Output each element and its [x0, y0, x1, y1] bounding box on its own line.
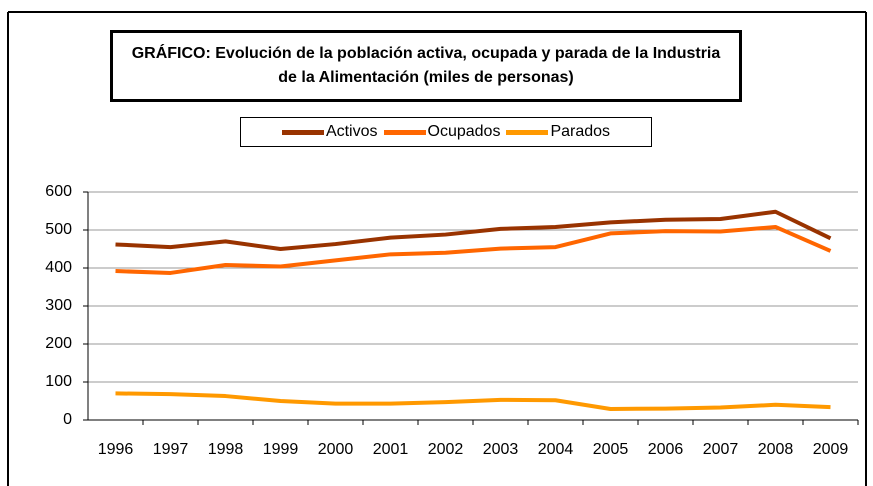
legend-label: Parados [550, 123, 611, 140]
legend-swatch [506, 129, 549, 135]
y-tick-label: 500 [45, 221, 72, 238]
x-tick-label: 2001 [373, 441, 409, 458]
x-tick-label: 2008 [758, 441, 794, 458]
x-tick-label: 2004 [538, 441, 574, 458]
chart-title: GRÁFICO: Evolución de la población activ… [110, 30, 742, 102]
series-line [115, 209, 832, 251]
legend-label: Ocupados [427, 123, 501, 140]
y-tick-label: 0 [63, 411, 72, 428]
legend-item: Ocupados [383, 123, 501, 141]
legend-item: Activos [281, 123, 378, 141]
legend-label: Activos [325, 123, 378, 140]
x-tick-label: 1998 [208, 441, 244, 458]
y-tick-label: 200 [45, 335, 72, 352]
x-tick-label: 2003 [483, 441, 519, 458]
legend-swatch [383, 129, 426, 135]
x-tick-label: 1997 [153, 441, 189, 458]
x-tick-label: 2002 [428, 441, 464, 458]
legend: Activos Ocupados Parados [240, 117, 652, 147]
legend-swatch [281, 129, 324, 135]
y-tick-label: 400 [45, 259, 72, 276]
x-tick-label: 2005 [593, 441, 629, 458]
y-tick-label: 300 [45, 297, 72, 314]
x-tick-label: 2007 [703, 441, 739, 458]
series-line [115, 224, 832, 275]
series-line [115, 391, 831, 411]
legend-item: Parados [506, 123, 610, 141]
y-tick-label: 600 [45, 183, 72, 200]
x-tick-label: 2006 [648, 441, 684, 458]
y-tick-label: 100 [45, 373, 72, 390]
x-tick-label: 2000 [318, 441, 354, 458]
x-tick-label: 1999 [263, 441, 299, 458]
x-tick-label: 2009 [813, 441, 849, 458]
x-tick-label: 1996 [98, 441, 134, 458]
